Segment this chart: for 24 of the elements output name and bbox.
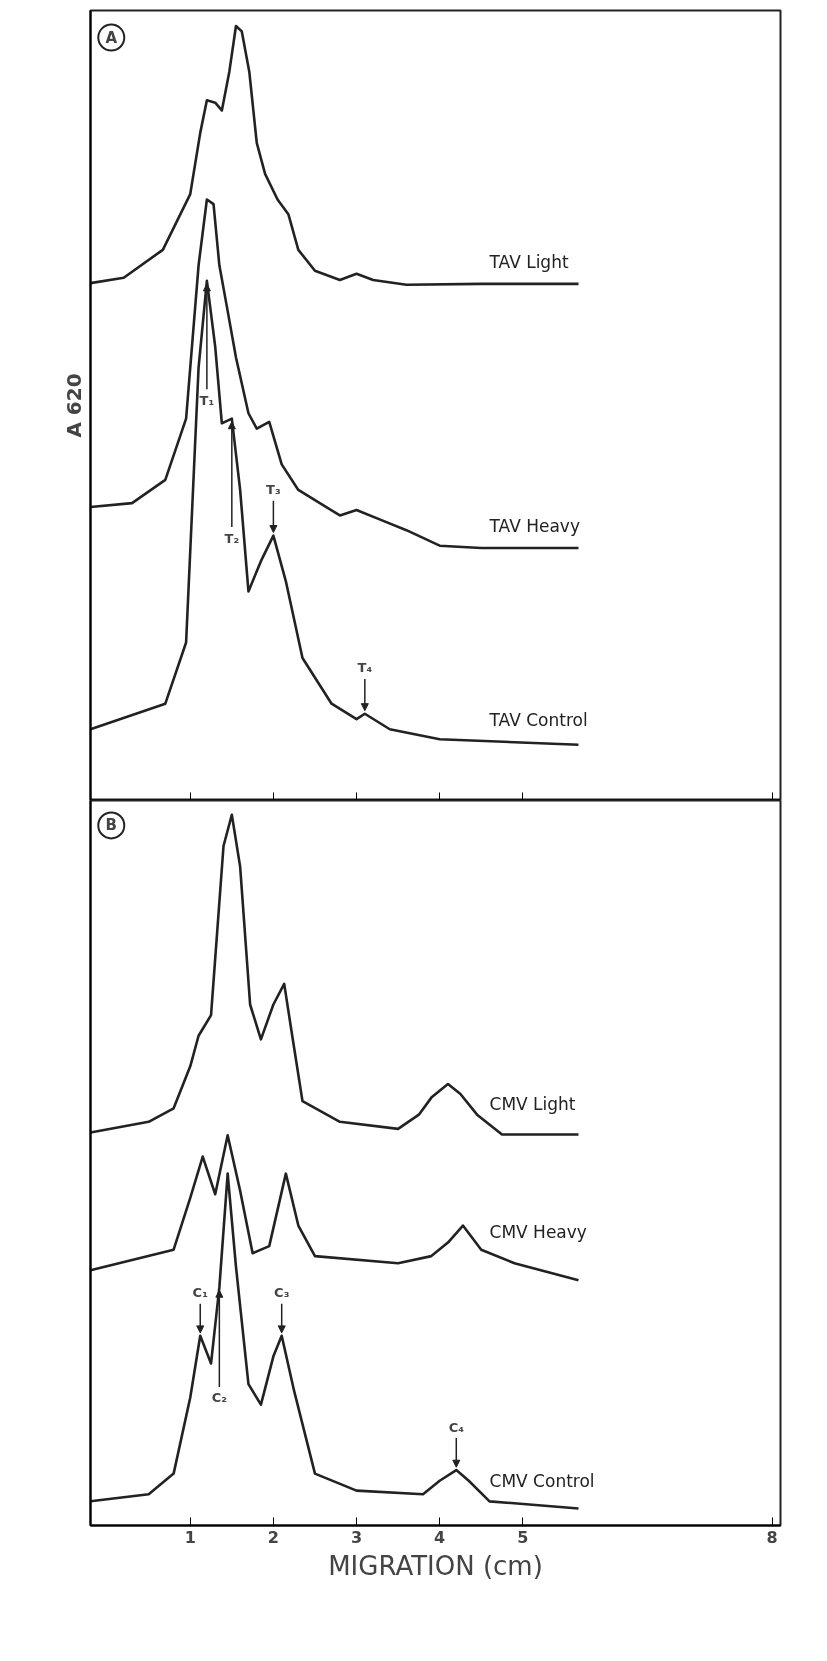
annotation: T₄	[357, 660, 373, 676]
annotation: T₁	[199, 393, 215, 409]
annotation: C₂	[211, 1390, 227, 1406]
series-label: TAV Light	[488, 252, 569, 273]
series-label: CMV Light	[489, 1093, 576, 1114]
annotation: T₃	[266, 481, 281, 497]
annotation: C₃	[274, 1285, 290, 1301]
series-label: CMV Heavy	[489, 1222, 587, 1243]
annotation: A	[105, 28, 118, 47]
annotation: C₁	[192, 1285, 208, 1301]
x-tick-label: 1	[184, 1527, 196, 1547]
series-label: TAV Heavy	[488, 516, 580, 537]
series-label: CMV Control	[489, 1470, 595, 1491]
annotation: C₄	[448, 1419, 465, 1435]
x-tick-label: 8	[766, 1527, 778, 1547]
annotation: B	[105, 816, 117, 835]
x-tick-label: 2	[267, 1527, 279, 1547]
y-axis-title: A 620	[61, 373, 86, 438]
x-tick-label: 4	[434, 1527, 446, 1547]
x-axis-title: MIGRATION (cm)	[328, 1550, 543, 1581]
series-label: TAV Control	[488, 709, 588, 730]
x-tick-label: 3	[350, 1527, 363, 1547]
x-tick-label: 5	[517, 1527, 529, 1547]
annotation: T₂	[224, 530, 240, 546]
